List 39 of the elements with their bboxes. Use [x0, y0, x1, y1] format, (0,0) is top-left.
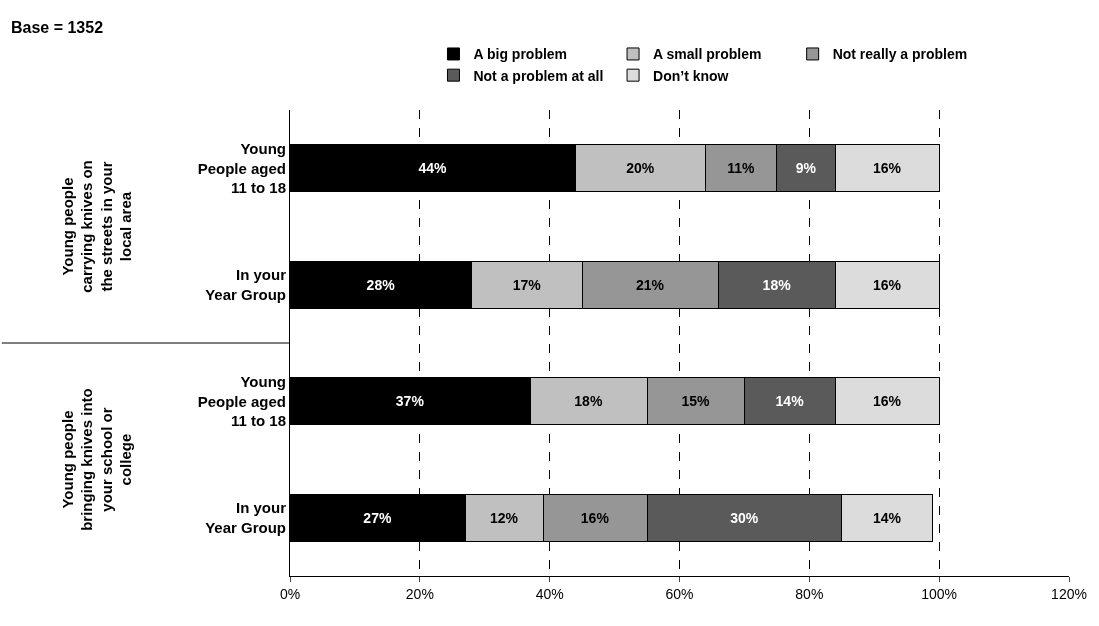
data-label: 44% — [418, 160, 448, 177]
x-tick-label: 40% — [535, 585, 564, 602]
x-tick-label: 80% — [795, 585, 824, 602]
data-label: 16% — [872, 160, 902, 177]
y-tick-label: Young People aged 11 to 18 — [197, 373, 286, 429]
y-tick-label: Young People aged 11 to 18 — [197, 140, 286, 196]
text: Base = 1352 — [10, 19, 104, 37]
legend-label: Not a problem at all — [473, 67, 604, 84]
data-label: 21% — [636, 276, 665, 293]
data-label: 20% — [626, 160, 655, 177]
legend-label: Don’t know — [653, 67, 729, 84]
legend-label: A big problem — [473, 46, 568, 63]
data-label: 27% — [363, 509, 392, 526]
data-label: 16% — [580, 509, 610, 526]
data-label: 16% — [872, 276, 902, 293]
data-label: 16% — [872, 393, 902, 410]
data-label: 9% — [795, 160, 817, 177]
data-label: 14% — [775, 393, 805, 410]
data-label: 12% — [489, 509, 519, 526]
legend-label: Not really a problem — [832, 46, 968, 63]
text: Young people bringing knives into your school or college — [58, 388, 135, 531]
x-tick-label: 100% — [921, 585, 958, 602]
data-label: 18% — [762, 276, 792, 293]
data-label: 14% — [872, 509, 902, 526]
data-label: 37% — [395, 393, 425, 410]
x-tick-label: 120% — [1051, 585, 1087, 602]
x-tick-label: 60% — [665, 585, 694, 602]
data-label: 17% — [512, 276, 542, 293]
data-label: 18% — [574, 393, 603, 410]
data-label: 15% — [681, 393, 711, 410]
y-tick-label: In your Year Group — [205, 499, 287, 536]
y-tick-label: In your Year Group — [205, 266, 287, 303]
legend-label: A small problem — [653, 46, 762, 63]
x-tick-label: 0% — [279, 585, 301, 602]
text: Young people carrying knives on the streets in your local area — [58, 160, 135, 293]
data-label: 28% — [366, 276, 396, 293]
data-label: 11% — [727, 160, 756, 177]
data-label: 30% — [730, 509, 759, 526]
x-tick-label: 20% — [405, 585, 434, 602]
